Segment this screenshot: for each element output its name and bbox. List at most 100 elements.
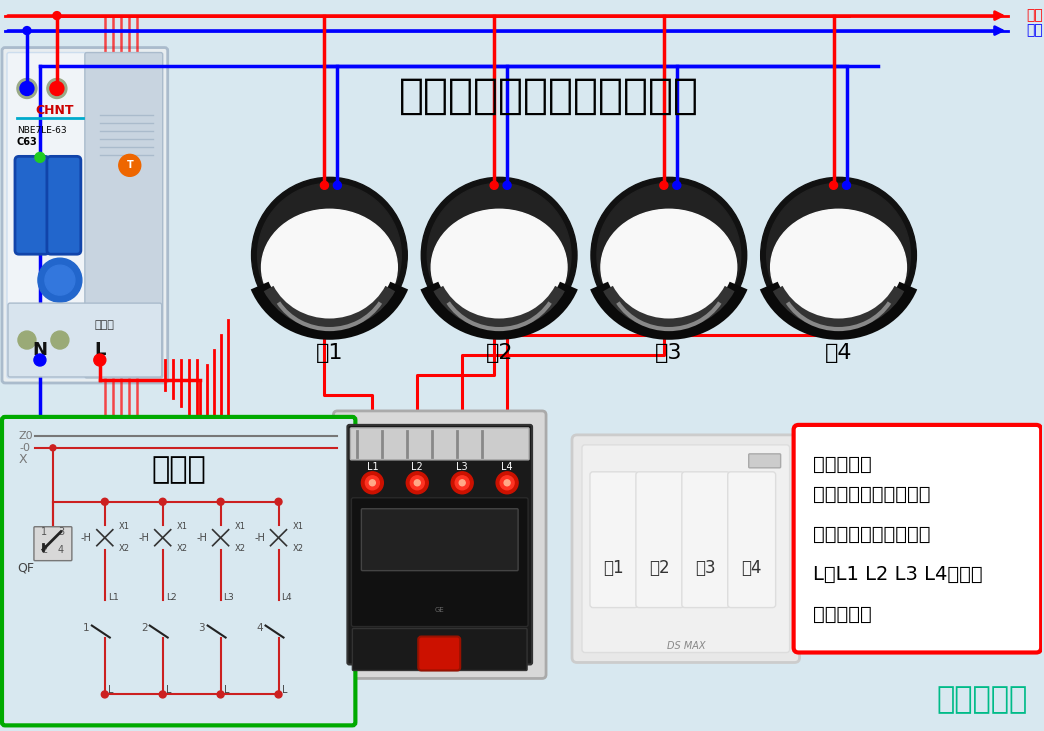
- Text: 灯3: 灯3: [695, 558, 716, 577]
- Text: L2: L2: [166, 593, 176, 602]
- Ellipse shape: [770, 209, 906, 325]
- Circle shape: [51, 331, 69, 349]
- FancyBboxPatch shape: [34, 527, 72, 561]
- Text: -H: -H: [196, 533, 208, 542]
- Circle shape: [500, 476, 514, 490]
- Text: X2: X2: [176, 544, 188, 553]
- Circle shape: [414, 480, 421, 486]
- Circle shape: [321, 181, 329, 189]
- Text: X: X: [19, 453, 27, 466]
- Circle shape: [843, 181, 851, 189]
- Text: 灯1: 灯1: [603, 558, 624, 577]
- Text: 灯4: 灯4: [741, 558, 762, 577]
- FancyBboxPatch shape: [728, 471, 776, 607]
- Text: L: L: [223, 686, 229, 695]
- Text: X1: X1: [176, 522, 188, 531]
- Circle shape: [160, 691, 166, 698]
- Text: 自动秒链接: 自动秒链接: [936, 686, 1028, 714]
- Text: 接线方法：: 接线方法：: [812, 455, 872, 474]
- FancyBboxPatch shape: [361, 509, 518, 571]
- Text: L: L: [282, 686, 287, 695]
- Circle shape: [21, 83, 33, 94]
- Text: X1: X1: [235, 522, 245, 531]
- FancyBboxPatch shape: [682, 471, 730, 607]
- Text: 负载端: 负载端: [95, 320, 115, 330]
- Text: L1: L1: [108, 593, 119, 602]
- Text: X2: X2: [292, 544, 304, 553]
- Text: 零线直接进灯，四个灯: 零线直接进灯，四个灯: [812, 485, 930, 504]
- Text: 2: 2: [141, 623, 147, 632]
- Circle shape: [38, 258, 81, 302]
- Text: L，L1 L2 L3 L4分别控: L，L1 L2 L3 L4分别控: [812, 564, 982, 583]
- Text: 1: 1: [82, 623, 90, 632]
- Circle shape: [766, 183, 910, 327]
- Circle shape: [361, 471, 383, 493]
- FancyBboxPatch shape: [749, 454, 781, 468]
- FancyBboxPatch shape: [590, 471, 638, 607]
- Circle shape: [18, 331, 35, 349]
- FancyBboxPatch shape: [793, 425, 1041, 653]
- FancyBboxPatch shape: [348, 425, 532, 664]
- Circle shape: [591, 178, 746, 333]
- Circle shape: [23, 26, 31, 34]
- Circle shape: [119, 154, 141, 176]
- Text: 3: 3: [57, 527, 64, 537]
- Text: -H: -H: [80, 533, 92, 542]
- Circle shape: [504, 480, 511, 486]
- Circle shape: [370, 480, 376, 486]
- Circle shape: [217, 691, 224, 698]
- Circle shape: [490, 181, 498, 189]
- Text: 灯4: 灯4: [825, 343, 852, 363]
- Text: -H: -H: [139, 533, 149, 542]
- Circle shape: [422, 178, 577, 333]
- Circle shape: [496, 471, 518, 493]
- Circle shape: [101, 499, 109, 505]
- Circle shape: [275, 691, 282, 698]
- Circle shape: [406, 471, 428, 493]
- Text: 2: 2: [41, 545, 47, 555]
- FancyBboxPatch shape: [582, 445, 789, 653]
- Circle shape: [217, 499, 224, 505]
- Text: L3: L3: [223, 593, 234, 602]
- Text: X2: X2: [119, 544, 129, 553]
- Text: GE: GE: [434, 607, 444, 613]
- FancyBboxPatch shape: [2, 417, 355, 725]
- Ellipse shape: [262, 209, 398, 325]
- Text: 灯1: 灯1: [315, 343, 343, 363]
- Circle shape: [451, 471, 473, 493]
- Text: 灯3: 灯3: [655, 343, 683, 363]
- Circle shape: [761, 178, 917, 333]
- FancyBboxPatch shape: [2, 48, 168, 383]
- Text: L: L: [94, 341, 105, 359]
- Text: L4: L4: [501, 462, 513, 471]
- Circle shape: [258, 183, 401, 327]
- Circle shape: [50, 445, 56, 451]
- Text: 4: 4: [257, 623, 263, 632]
- Text: 4: 4: [57, 545, 64, 555]
- Circle shape: [365, 476, 379, 490]
- Text: X1: X1: [119, 522, 129, 531]
- Text: C63: C63: [17, 137, 38, 148]
- Text: -H: -H: [255, 533, 265, 542]
- Text: X1: X1: [292, 522, 304, 531]
- FancyBboxPatch shape: [8, 303, 162, 377]
- FancyBboxPatch shape: [353, 629, 527, 670]
- Circle shape: [252, 178, 407, 333]
- Circle shape: [94, 354, 105, 366]
- FancyBboxPatch shape: [572, 435, 800, 662]
- Text: L1: L1: [366, 462, 378, 471]
- Circle shape: [333, 181, 341, 189]
- Circle shape: [45, 265, 75, 295]
- Circle shape: [160, 499, 166, 505]
- Circle shape: [672, 181, 681, 189]
- Text: 火线: 火线: [1026, 9, 1043, 23]
- Circle shape: [459, 480, 466, 486]
- Text: 家庭电路四开单控实物图一: 家庭电路四开单控实物图一: [399, 75, 699, 116]
- Circle shape: [53, 12, 61, 20]
- Text: 制一盏灯。: 制一盏灯。: [812, 605, 872, 624]
- Circle shape: [34, 354, 46, 366]
- FancyBboxPatch shape: [15, 156, 49, 254]
- Circle shape: [597, 183, 740, 327]
- FancyBboxPatch shape: [333, 411, 546, 678]
- Ellipse shape: [431, 209, 567, 325]
